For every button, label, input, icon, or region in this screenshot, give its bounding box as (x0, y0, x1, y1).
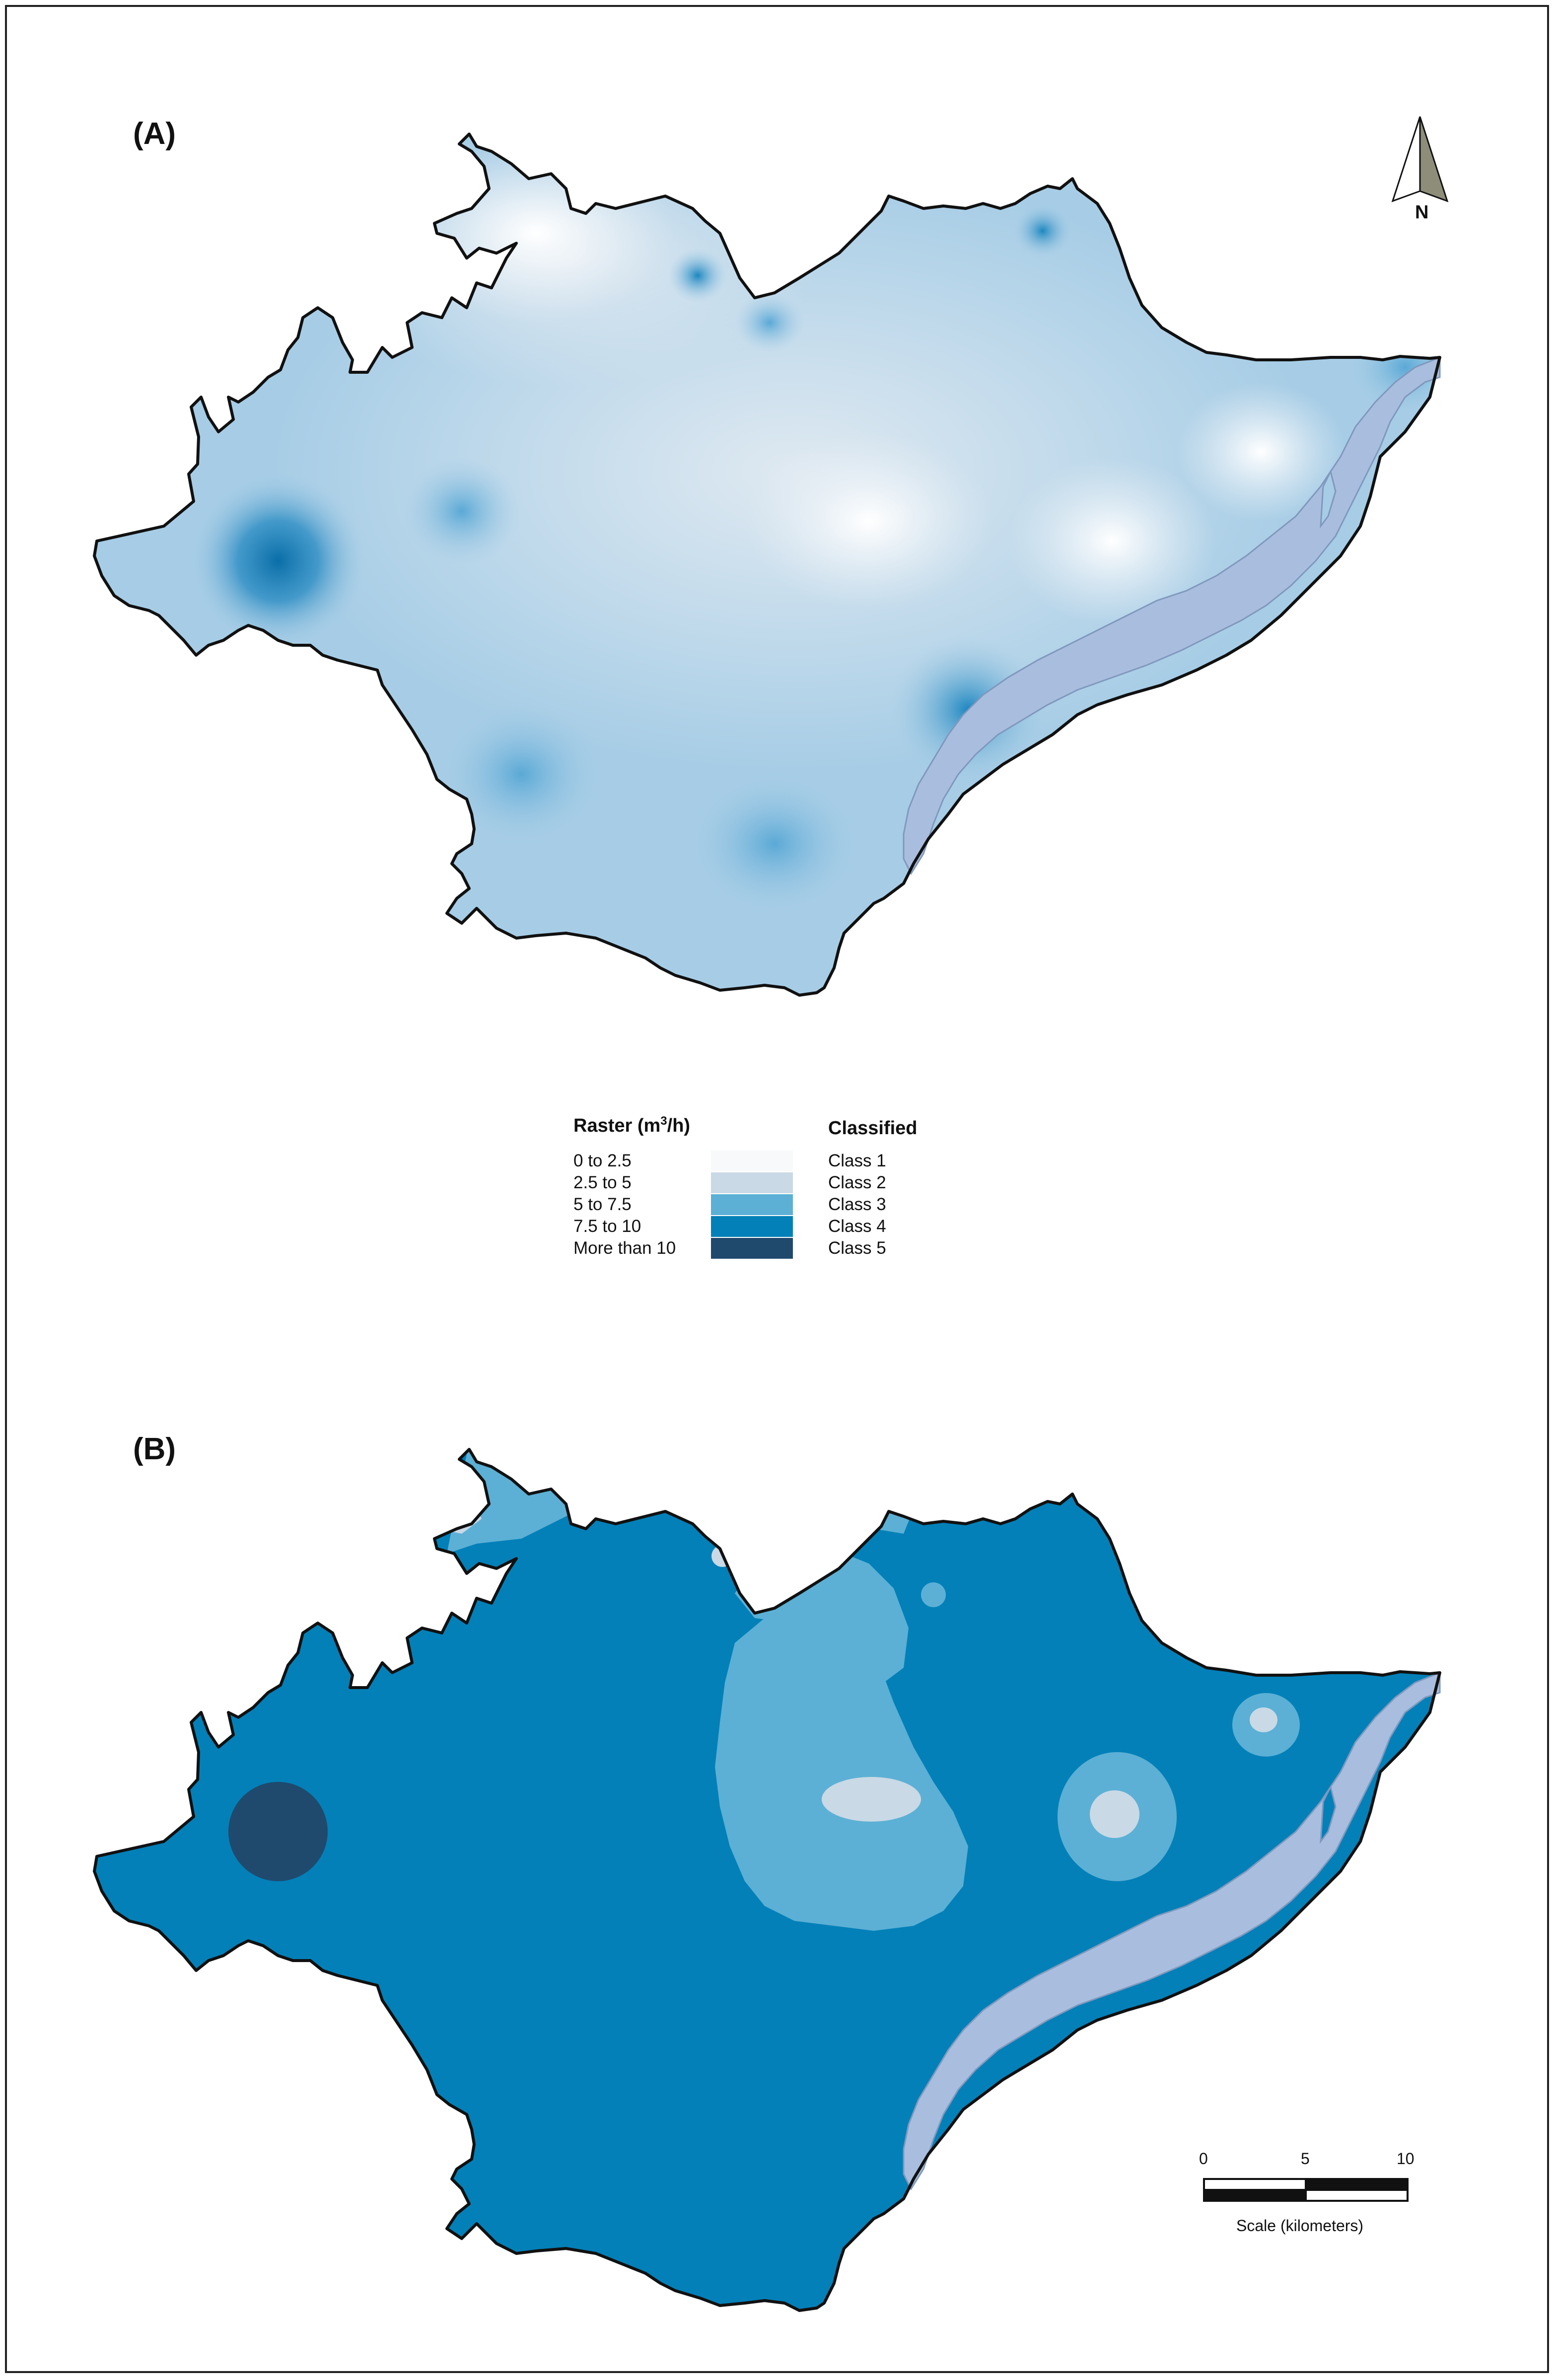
panel-a-raster-map (74, 124, 1465, 1018)
legend-range-label: 7.5 to 10 (573, 1217, 641, 1236)
scale-tick-5: 5 (1301, 2150, 1310, 2168)
legend-class-label: Class 1 (828, 1151, 886, 1170)
legend-swatch (711, 1238, 793, 1259)
north-arrow-label: N (1415, 202, 1428, 223)
legend-range-label: 2.5 to 5 (573, 1173, 632, 1192)
legend-class-label: Class 2 (828, 1173, 886, 1192)
scale-bar: 0 5 10 Scale (kilometers) (1199, 2150, 1415, 2235)
legend-swatch (711, 1216, 793, 1237)
legend-range-label: More than 10 (573, 1238, 676, 1258)
legend-class-label: Class 3 (828, 1195, 886, 1214)
legend-range-label: 0 to 2.5 (573, 1151, 632, 1170)
legend-class-label: Class 4 (828, 1217, 886, 1236)
scale-tick-0: 0 (1199, 2150, 1208, 2168)
legend-swatch (711, 1194, 793, 1215)
legend-class-label: Class 5 (828, 1238, 886, 1258)
scale-caption: Scale (kilometers) (1236, 2217, 1363, 2235)
scale-tick-10: 10 (1397, 2150, 1415, 2168)
legend-swatch (711, 1151, 793, 1171)
legend-raster-title: Raster (m3/h) (573, 1114, 690, 1136)
panel-b-label: (B) (133, 1432, 176, 1466)
north-arrow: N (1391, 116, 1449, 223)
panel-a-label: (A) (133, 117, 176, 151)
legend-swatch (711, 1172, 793, 1193)
legend-classified-title: Classified (828, 1118, 918, 1139)
legend-range-label: 5 to 7.5 (573, 1195, 632, 1214)
legend: Raster (m3/h) Classified 0 to 2.5 Class 1… (573, 1114, 918, 1259)
